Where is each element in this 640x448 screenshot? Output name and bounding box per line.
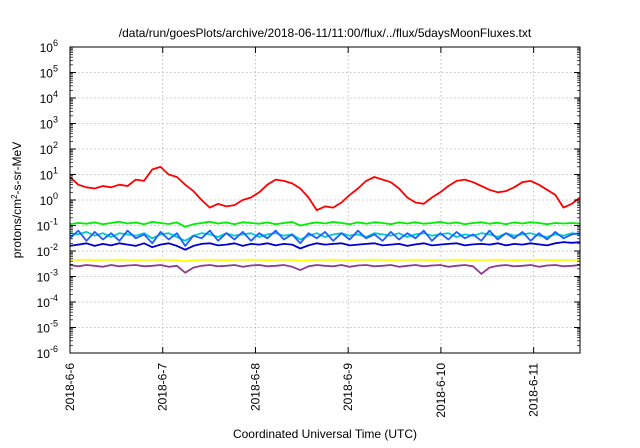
y-tick-label-mantissa: 10 [40, 143, 54, 157]
y-tick-label-mantissa: 10 [40, 118, 54, 132]
y-tick-label-exponent: 5 [53, 64, 58, 74]
y-tick-label-mantissa: 10 [37, 271, 51, 285]
y-tick-label-mantissa: 10 [37, 245, 51, 259]
x-tick-label: 2018-6-9 [341, 363, 355, 411]
y-tick-label: 103 [40, 115, 58, 132]
series-line-4 [69, 229, 581, 247]
y-tick-label: 10-5 [37, 319, 58, 336]
y-tick-label-exponent: 4 [53, 89, 58, 99]
y-tick-label-exponent: 3 [53, 115, 58, 125]
x-tick-labels: 2018-6-6 2018-6-7 2018-6-8 2018-6-9 2018-6-1… [63, 363, 541, 418]
grid-lines [70, 47, 580, 353]
y-tick-label-mantissa: 10 [40, 92, 54, 106]
y-tick-label-mantissa: 10 [40, 169, 54, 183]
y-tick-label-exponent: -3 [50, 268, 58, 278]
series-line-2 [69, 220, 581, 228]
y-tick-label-mantissa: 10 [40, 194, 54, 208]
y-tick-label: 104 [40, 89, 58, 106]
x-tick-label: 2018-6-8 [248, 363, 262, 411]
x-axis-label: Coordinated Universal Time (UTC) [233, 427, 417, 441]
y-tick-label-mantissa: 10 [37, 220, 51, 234]
y-tick-label-exponent: 1 [53, 166, 58, 176]
series-line-1 [69, 165, 581, 212]
y-tick-label: 105 [40, 64, 58, 81]
y-tick-label-mantissa: 10 [40, 41, 54, 55]
y-tick-label-exponent: 6 [53, 38, 58, 48]
y-axis-label-sup: 2 [10, 194, 19, 199]
y-tick-labels: 10610510410310210110010-110-210-310-410-… [37, 38, 58, 361]
x-tick-label: 2018-6-7 [156, 363, 170, 411]
y-tick-label: 100 [40, 191, 58, 208]
y-tick-label: 10-6 [37, 344, 58, 361]
y-tick-label-exponent: -4 [50, 293, 58, 303]
y-tick-label-exponent: -1 [50, 217, 58, 227]
y-axis-label: protons/cm2-s-sr-MeV [10, 142, 25, 258]
y-tick-label-exponent: -6 [50, 344, 58, 354]
y-tick-label-exponent: -2 [50, 242, 58, 252]
x-tick-label: 2018-6-10 [434, 363, 448, 418]
series-line-5 [69, 241, 581, 251]
y-tick-label-mantissa: 10 [37, 322, 51, 336]
y-tick-label-exponent: 0 [53, 191, 58, 201]
y-tick-label: 102 [40, 140, 58, 157]
y-tick-label-exponent: -5 [50, 319, 58, 329]
chart-title: /data/run/goesPlots/archive/2018-06-11/1… [119, 26, 532, 40]
y-tick-label-mantissa: 10 [37, 347, 51, 361]
x-tick-label: 2018-6-11 [527, 363, 541, 417]
y-axis-label-base: protons/cm [10, 199, 24, 258]
y-tick-label: 10-2 [37, 242, 58, 259]
series-line-7 [69, 264, 581, 275]
y-tick-label: 101 [40, 166, 58, 183]
y-tick-label: 10-1 [37, 217, 58, 234]
y-tick-label: 106 [40, 38, 58, 55]
y-tick-label-mantissa: 10 [40, 67, 54, 81]
y-tick-label-exponent: 2 [53, 140, 58, 150]
series-line-6 [70, 258, 580, 263]
series-group [69, 165, 581, 275]
y-tick-label: 10-4 [37, 293, 58, 310]
tick-marks [69, 46, 580, 354]
y-tick-label: 10-3 [37, 268, 58, 285]
x-tick-label: 2018-6-6 [63, 363, 77, 411]
y-tick-label-mantissa: 10 [37, 296, 51, 310]
y-axis-label-rest: -s-sr-MeV [10, 142, 24, 195]
